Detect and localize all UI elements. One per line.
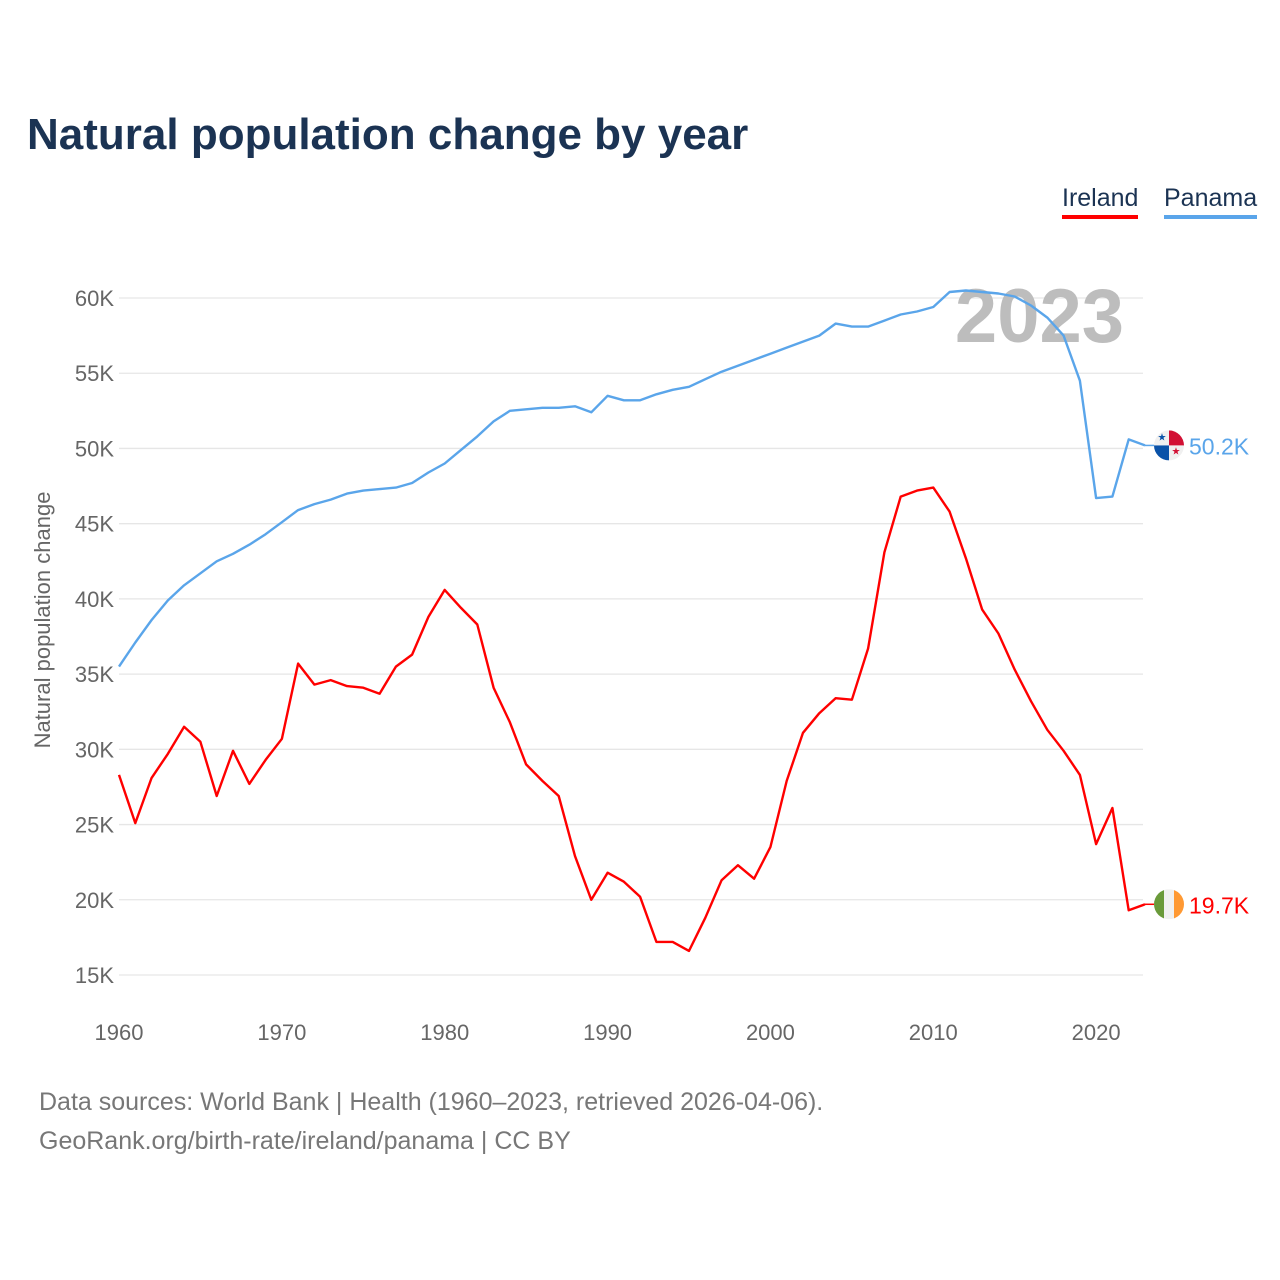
x-tick-label: 2010 [909, 1020, 958, 1045]
x-tick-label: 1970 [257, 1020, 306, 1045]
x-tick-label: 2020 [1072, 1020, 1121, 1045]
y-tick-label: 30K [75, 737, 114, 762]
y-tick-label: 45K [75, 512, 114, 537]
chart-title: Natural population change by year [27, 110, 749, 159]
y-tick-label: 15K [75, 963, 114, 988]
legend-item-ireland[interactable]: Ireland [1062, 184, 1139, 219]
x-tick-label: 1980 [420, 1020, 469, 1045]
x-tick-label: 1990 [583, 1020, 632, 1045]
x-tick-label: 2000 [746, 1020, 795, 1045]
y-tick-label: 20K [75, 888, 114, 913]
footer-sources: Data sources: World Bank | Health (1960–… [39, 1088, 824, 1116]
y-tick-label: 50K [75, 436, 114, 461]
panama-flag-icon: ★★ [1154, 430, 1184, 461]
y-tick-label: 55K [75, 361, 114, 386]
y-tick-label: 35K [75, 662, 114, 687]
footer-credit: GeoRank.org/birth-rate/ireland/panama | … [39, 1127, 571, 1155]
x-tick-label: 1960 [95, 1020, 144, 1045]
y-tick-label: 40K [75, 587, 114, 612]
legend-item-panama[interactable]: Panama [1164, 184, 1258, 219]
year-watermark: 2023 [955, 274, 1124, 359]
end-value-label-ireland: 19.7K [1189, 892, 1250, 918]
series-line-ireland [117, 486, 1146, 953]
end-value-label-panama: 50.2K [1189, 433, 1250, 459]
svg-text:★: ★ [1158, 432, 1167, 443]
series-line-panama [118, 289, 1146, 668]
ireland-flag-icon [1154, 889, 1184, 920]
y-tick-label: 60K [75, 286, 114, 311]
svg-text:★: ★ [1172, 446, 1181, 457]
y-tick-label: 25K [75, 813, 114, 838]
